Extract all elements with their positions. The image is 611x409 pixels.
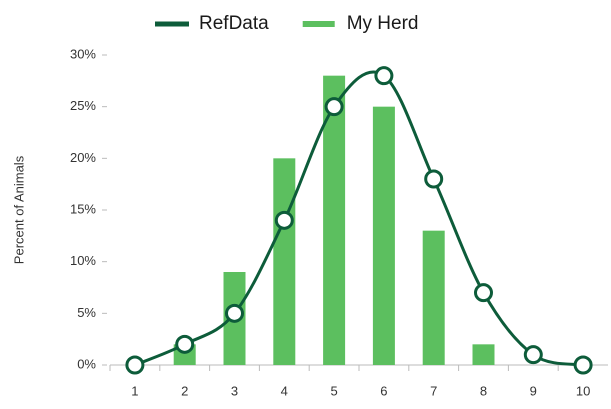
x-tick-label: 9 (530, 383, 537, 398)
legend-label: My Herd (347, 13, 419, 34)
y-axis-label: Percent of Animals (11, 155, 26, 264)
marker (324, 97, 344, 117)
x-tick-label: 6 (380, 383, 387, 398)
marker (474, 283, 493, 303)
line (134, 70, 584, 367)
bar (472, 344, 495, 365)
x-tick-label: 7 (430, 383, 437, 398)
marker (424, 169, 444, 189)
bar (323, 75, 346, 366)
bar (372, 106, 395, 366)
bar (422, 230, 445, 365)
marker (175, 334, 195, 354)
x-tick-label: 5 (330, 383, 337, 398)
x-tick-label: 2 (181, 383, 188, 398)
x-tick-label: 8 (480, 383, 487, 398)
x-tick-label: 10 (576, 383, 590, 398)
y-tick-label: 25% (70, 98, 96, 113)
marker (274, 210, 294, 230)
x-tick-label: 4 (281, 383, 288, 398)
y-tick-label: 10% (70, 253, 96, 268)
marker (573, 355, 593, 375)
y-tick-label: 20% (70, 150, 96, 165)
legend-label: RefData (199, 13, 269, 34)
marker (125, 355, 145, 375)
x-tick-label: 1 (131, 383, 138, 398)
marker (225, 303, 244, 323)
marker (523, 345, 543, 365)
marker (374, 66, 394, 86)
x-tick-label: 3 (231, 383, 238, 398)
y-tick-label: 0% (77, 356, 96, 371)
bar (273, 158, 296, 365)
legend-swatch (302, 21, 335, 27)
y-tick-label: 15% (70, 201, 96, 216)
y-tick-label: 30% (70, 46, 96, 61)
y-tick-label: 5% (77, 305, 96, 320)
